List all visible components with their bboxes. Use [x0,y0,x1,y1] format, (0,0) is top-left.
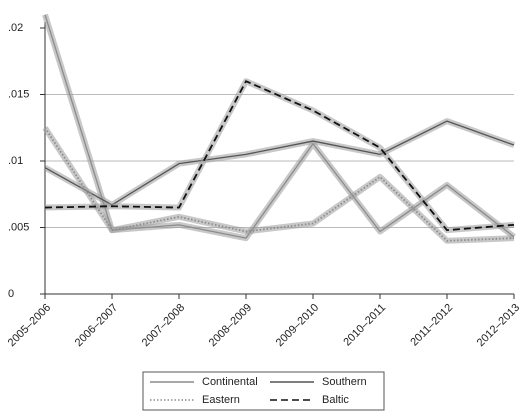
x-tick-label: 2005–2006 [6,302,53,349]
x-tick-label: 2007–2008 [140,302,187,349]
legend-label: Baltic [322,394,349,406]
y-tick-label: .02 [8,22,23,34]
legend-label: Eastern [202,394,240,406]
x-tick-label: 2006–2007 [73,302,120,349]
legend-box [142,371,385,411]
x-tick-label: 2009–2010 [274,302,321,349]
series-band [44,78,515,234]
y-tick-label: .005 [8,221,29,233]
series-line [44,127,515,242]
x-tick-label: 2010–2011 [341,302,388,349]
x-tick-label: 2011–2012 [408,302,455,349]
x-tick-label: 2012–2013 [475,302,520,349]
y-tick-label: 0 [8,288,14,300]
legend-label: Continental [202,376,258,388]
legend-label: Southern [322,376,367,388]
y-tick-label: .015 [8,88,29,100]
y-tick-label: .01 [8,155,23,167]
series-line [44,80,515,232]
x-tick-label: 2008–2009 [207,302,254,349]
series-line [44,120,515,206]
